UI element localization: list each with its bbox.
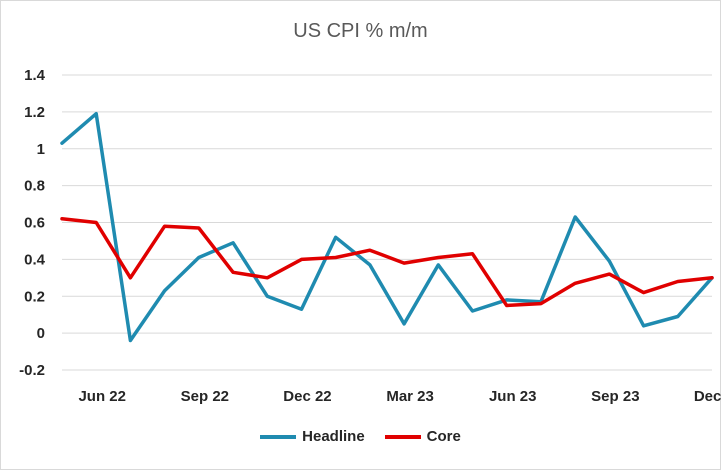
y-tick-label: 0.8 (24, 178, 45, 195)
legend-swatch-headline (260, 434, 297, 439)
x-tick-label: Dec 23 (694, 388, 721, 405)
x-tick-label: Jun 22 (78, 388, 126, 405)
y-tick-label: 0.6 (24, 215, 45, 232)
chart-title: US CPI % m/m (293, 20, 428, 42)
series-line-headline (60, 111, 714, 343)
x-tick-label: Sep 23 (591, 388, 639, 405)
x-tick-label: Mar 23 (386, 388, 434, 405)
y-tick-label: -0.2 (19, 362, 45, 379)
legend-label-core: Core (426, 428, 461, 445)
legend-label-headline: Headline (302, 428, 365, 445)
y-tick-label: 1.2 (24, 104, 45, 121)
legend-item-headline: Headline (260, 428, 365, 445)
legend-item-core: Core (384, 428, 461, 445)
legend: Headline Core (0, 428, 721, 445)
y-tick-label: 0.4 (24, 251, 46, 268)
x-tick-label: Sep 22 (181, 388, 229, 405)
x-tick-label: Dec 22 (283, 388, 331, 405)
legend-swatch-core (384, 434, 421, 439)
x-tick-label: Jun 23 (489, 388, 537, 405)
y-tick-label: 1.4 (24, 67, 46, 84)
series-line-core (60, 217, 714, 308)
y-tick-label: 1 (37, 141, 45, 158)
y-tick-label: 0.2 (24, 288, 45, 305)
y-tick-label: 0 (37, 325, 45, 342)
